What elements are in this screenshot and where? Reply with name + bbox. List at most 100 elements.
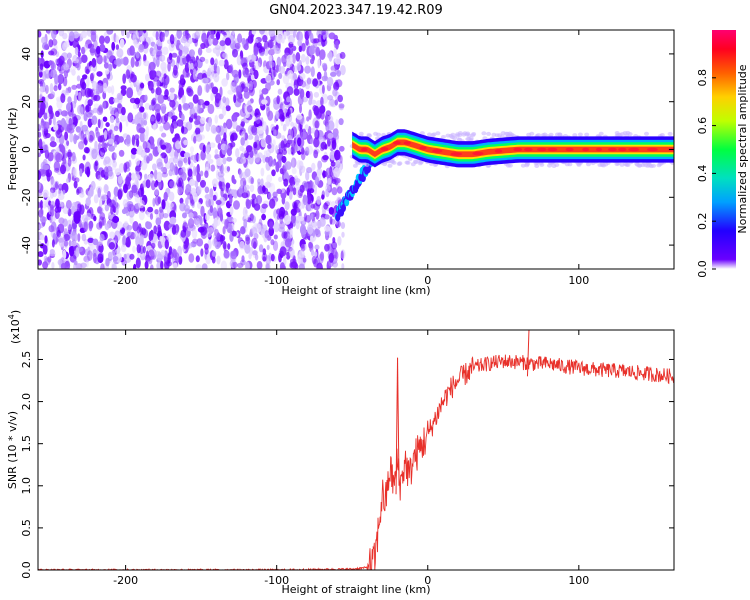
noise-cell (54, 151, 61, 162)
noise-cell (238, 69, 242, 79)
noise-cell (255, 114, 261, 125)
noise-cell (286, 86, 294, 96)
noise-cell (195, 217, 201, 228)
noise-cell (129, 253, 135, 260)
noise-cell (253, 46, 259, 56)
noise-cell (180, 74, 185, 84)
noise-cell (126, 31, 130, 39)
noise-cell (102, 116, 108, 122)
noise-cell (182, 212, 187, 219)
noise-cell (251, 30, 257, 35)
noise-cell (38, 251, 44, 258)
noise-cell (296, 114, 303, 120)
noise-cell (239, 180, 244, 189)
noise-cell (97, 253, 104, 264)
halo-cell (667, 131, 673, 136)
noise-cell (297, 94, 304, 106)
noise-cell (107, 170, 115, 180)
noise-cell (74, 62, 80, 69)
noise-cell (130, 147, 138, 155)
noise-cell (140, 234, 145, 241)
noise-cell (311, 162, 316, 171)
noise-cell (38, 131, 42, 138)
noise-cell (204, 170, 209, 178)
noise-cell (216, 255, 221, 265)
noise-cell (210, 124, 217, 134)
noise-cell (251, 193, 257, 200)
noise-cell (235, 148, 240, 158)
noise-cell (331, 241, 338, 250)
noise-cell (192, 94, 199, 104)
noise-cell (232, 120, 238, 130)
noise-cell (193, 112, 198, 120)
noise-cell (196, 186, 202, 195)
noise-cell (111, 107, 118, 113)
noise-cell (319, 217, 326, 227)
noise-cell (205, 198, 212, 208)
noise-cell (105, 257, 110, 267)
noise-cell (335, 119, 339, 130)
noise-cell (330, 161, 336, 167)
noise-cell (103, 62, 109, 69)
noise-cell (109, 231, 116, 239)
noise-cell (108, 63, 113, 72)
noise-cell (331, 178, 337, 185)
noise-cell (57, 193, 65, 201)
noise-cell (214, 58, 218, 67)
noise-cell (162, 213, 169, 219)
noise-cell (159, 208, 164, 220)
noise-cell (200, 179, 206, 188)
noise-cell (321, 75, 329, 82)
noise-cell (111, 41, 116, 51)
noise-cell (44, 235, 48, 244)
noise-cell (135, 51, 140, 59)
noise-cell (316, 167, 323, 176)
noise-cell (156, 253, 164, 261)
noise-cell (253, 69, 259, 80)
noise-cell (278, 176, 283, 183)
noise-cell (278, 252, 282, 263)
noise-cell (224, 124, 228, 135)
noise-cell (77, 233, 81, 242)
colorbar-tick-label: 0.4 (696, 165, 709, 183)
noise-cell (38, 170, 42, 181)
noise-cell (143, 30, 147, 34)
noise-cell (50, 187, 56, 194)
noise-cell (53, 85, 58, 92)
noise-cell (130, 56, 135, 68)
top-y-axis: -40 -20 0 20 40 (20, 47, 674, 254)
noise-cell (245, 145, 253, 153)
noise-cell (103, 156, 111, 165)
noise-cell (200, 226, 208, 236)
noise-cell (146, 156, 150, 164)
noise-cell (126, 87, 134, 99)
signal-core-cell (628, 147, 640, 152)
noise-cell (240, 226, 246, 235)
noise-cell (292, 45, 297, 51)
snr-panel: -200 -100 0 100 0.0 0.5 1.0 1.5 2.0 2.5 Height o… (6, 310, 675, 596)
noise-cell (232, 178, 237, 185)
noise-cell (42, 189, 49, 198)
noise-cell (201, 32, 208, 43)
colorbar-tick-label: 0.8 (696, 69, 709, 87)
noise-cell (202, 144, 206, 153)
noise-cell (93, 194, 99, 204)
noise-cell (337, 94, 344, 103)
noise-cell (111, 218, 118, 230)
noise-cell (72, 58, 79, 64)
colorbar-axis: 0.0 0.2 0.4 0.6 0.8 (696, 69, 716, 278)
noise-cell (338, 118, 344, 126)
noise-cell (116, 48, 124, 58)
noise-cell (45, 84, 49, 94)
noise-cell (57, 73, 65, 85)
halo-cell (656, 163, 662, 168)
noise-cell (303, 212, 307, 222)
noise-cell (316, 71, 322, 80)
noise-cell (131, 184, 138, 194)
noise-cell (204, 163, 212, 173)
noise-cell (67, 208, 72, 217)
noise-cell (210, 164, 216, 172)
noise-cell (47, 30, 51, 35)
noise-cell (115, 44, 120, 51)
noise-cell (40, 208, 44, 215)
